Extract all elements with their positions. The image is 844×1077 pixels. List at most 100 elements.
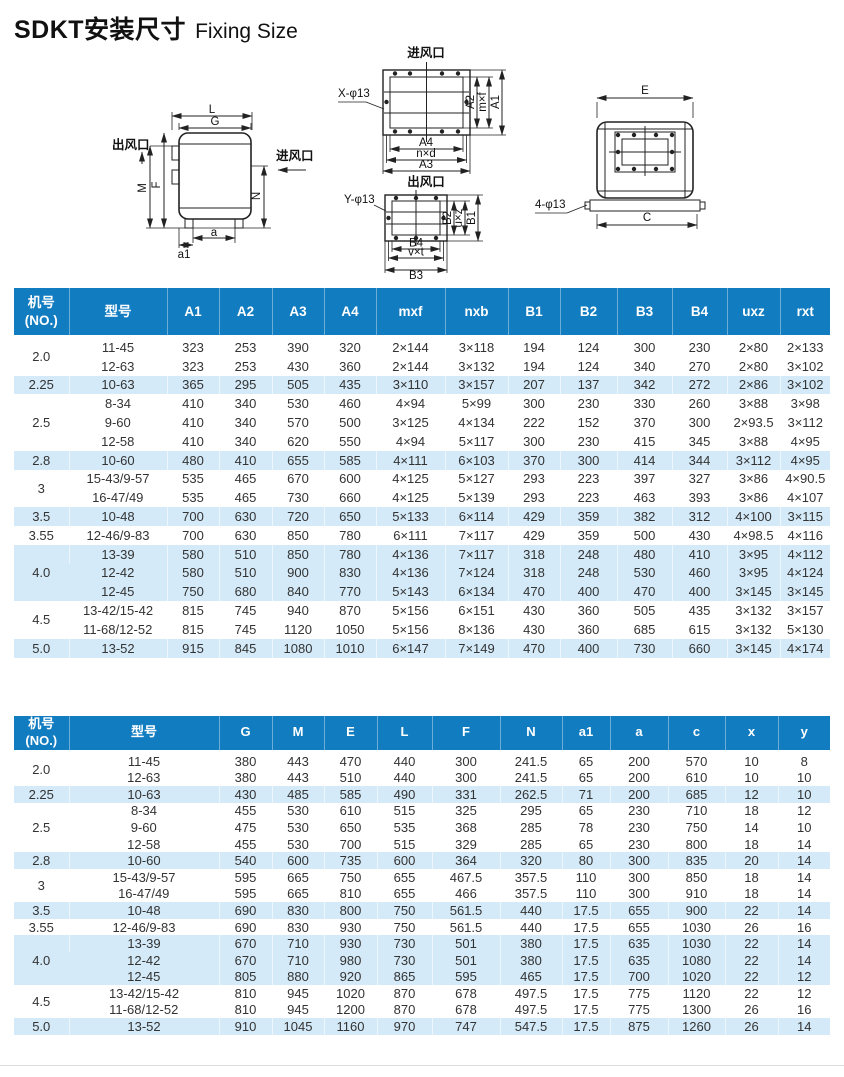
value-cell: 510 [323,769,377,786]
value-cell: 200 [609,751,668,770]
model-cell: 9-60 [130,819,157,835]
value-cell: 3×88 [726,431,780,451]
value-cell: 5×133 [375,507,445,526]
value-cell: 1260 [667,1018,725,1035]
value-cell: 530 [271,835,324,853]
value-cell: 17.5 [561,951,610,969]
value-cell: 2×80 [726,356,780,376]
value-cell: 570 [271,413,324,432]
value-cell: 4×100 [726,507,780,526]
value-cell: 10 [724,769,778,786]
value-cell: 970 [376,1018,432,1035]
value-cell: 480 [616,544,672,564]
value-cell: 137 [559,375,617,395]
size-no-cell: 4.0 [14,935,69,986]
value-cell: 2×80 [726,336,780,357]
table-row: 2.25 10-63 430 485 585 490 331 262.5 71 200 685 12 1… [14,785,830,803]
value-cell: 490 [376,785,432,803]
value-cell: 850 [271,525,324,545]
value-cell: 18 [724,835,778,853]
value-cell: 455 [218,802,272,820]
value-cell: 16 [777,1001,830,1019]
value-cell: 26 [724,918,778,936]
value-cell: 665 [271,868,324,886]
table-row: 2.5 8-34 410 340 530 460 4×94 5×99 300 230 330 260 3… [14,394,830,430]
value-cell: 595 [218,885,272,903]
value-cell: 3×132 [726,601,780,620]
size-no-cell: 4.0 [14,544,69,602]
value-cell: 342 [616,375,672,395]
size-no-cell: 3.5 [14,902,69,919]
column-header: c [667,716,725,753]
value-cell: 470 [507,638,560,658]
table-row: 12-63 323 253 430 360 2×144 3×132 194 124 340 270 2… [14,356,830,376]
value-cell: 1300 [667,1001,725,1019]
value-cell: 300 [559,450,617,470]
value-cell: 710 [271,935,324,952]
value-cell: 253 [218,356,272,376]
value-cell: 700 [609,968,668,986]
value-cell: 380 [218,751,272,770]
dim-label-C: C [643,212,651,224]
value-cell: 4×134 [444,413,508,432]
dim-label-M: M [137,183,149,193]
value-cell: 750 [376,918,432,936]
column-header: x [724,716,778,753]
table-row: 2.5 8-34 455 530 610 515 325 295 65 230 710 18 12 [14,802,830,835]
value-cell: 4×136 [375,544,445,564]
model-cell: 12-46/9-83 [68,525,167,545]
value-cell: 230 [609,819,668,836]
value-cell: 547.5 [499,1018,562,1035]
value-cell: 194 [507,336,560,357]
value-cell: 340 [218,413,272,432]
value-cell: 630 [218,507,272,526]
value-cell: 920 [323,968,377,986]
value-cell: 300 [609,885,668,903]
value-cell: 880 [271,968,324,986]
model-cell: 10-48 [68,507,167,526]
fixing-size-table-a: 机号 (NO.) 型号 A1 A2 A3 A4 mxf nxb B1 B2 B3 B4 uxz rxt 2.… [14,288,830,658]
value-cell: 400 [559,582,617,602]
value-cell: 530 [271,394,324,414]
value-cell: 5×130 [779,619,830,639]
value-cell: 295 [499,802,562,820]
value-cell: 3×132 [444,356,508,376]
value-cell: 312 [671,507,727,526]
size-no-cell: 3.55 [28,527,54,543]
value-cell: 585 [323,785,377,803]
value-cell: 65 [561,769,610,786]
dim-label-G: G [211,116,220,128]
value-cell: 3×95 [726,563,780,583]
value-cell: 22 [724,951,778,969]
size-no-cell: 2.5 [32,819,51,835]
table-row: 16-47/49 595 665 810 655 466 357.5 110 300 910 18 1… [14,885,830,903]
value-cell: 270 [671,356,727,376]
value-cell: 720 [271,507,324,526]
dim-label-A2: A2 [465,95,477,109]
model-cell: 16-47/49 [92,490,144,506]
value-cell: 320 [323,336,376,357]
value-cell: 414 [616,450,672,470]
column-header: uxz [726,288,780,338]
value-cell: 570 [667,751,725,770]
value-cell: 1030 [667,918,725,936]
value-cell: 655 [376,885,432,903]
value-cell: 14 [777,835,830,853]
value-cell: 710 [271,951,324,969]
value-cell: 7×124 [444,563,508,583]
value-cell: 22 [724,985,778,1002]
table-row: 2.0 11-45 323 253 390 320 2×144 3×118 194 124 300 2… [14,336,830,364]
value-cell: 870 [376,1001,432,1019]
model-cell: 8-34 [68,802,219,820]
column-header: y [777,716,830,753]
value-cell: 22 [724,902,778,919]
value-cell: 285 [499,819,562,836]
value-cell: 735 [323,852,377,869]
value-cell: 875 [609,1018,668,1035]
value-cell: 340 [218,431,272,451]
value-cell: 5×117 [444,431,508,451]
value-cell: 850 [271,544,324,564]
value-cell: 900 [667,902,725,919]
page-title: SDKT安装尺寸 Fixing Size [14,10,298,46]
value-cell: 497.5 [499,985,562,1002]
